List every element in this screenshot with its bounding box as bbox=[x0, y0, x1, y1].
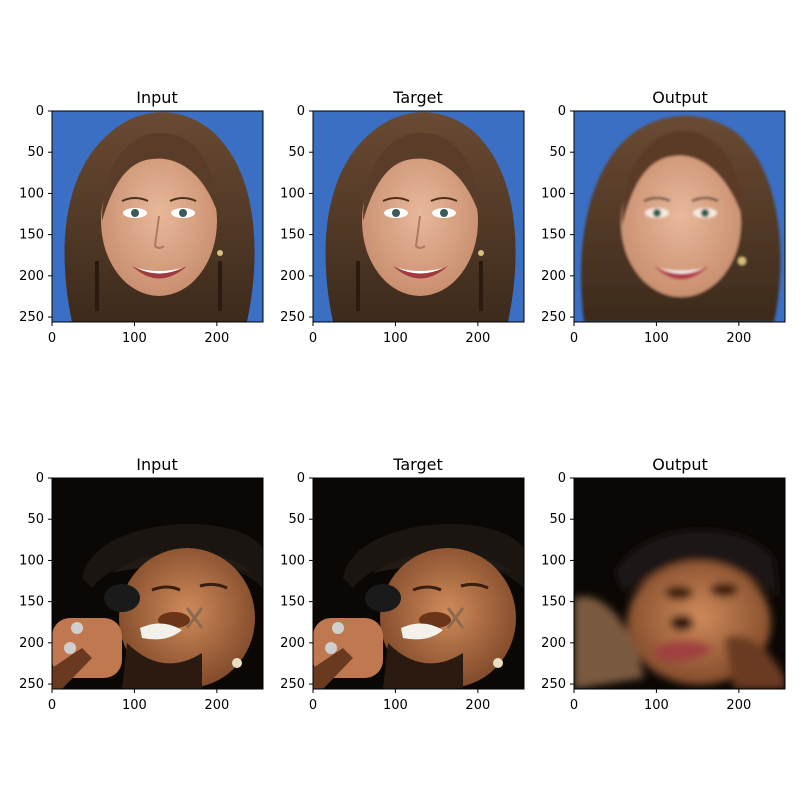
y-tick-label: 0 bbox=[558, 471, 566, 486]
x-tick-label: 200 bbox=[465, 331, 490, 346]
panel-output-2: Output bbox=[573, 455, 786, 690]
y-tick-label: 150 bbox=[541, 595, 566, 610]
x-tick-label: 100 bbox=[644, 698, 669, 713]
x-tick-label: 0 bbox=[309, 698, 317, 713]
y-tick-label: 100 bbox=[19, 553, 44, 568]
y-tick-label: 200 bbox=[280, 269, 305, 284]
panel-input-2: Input bbox=[51, 455, 264, 690]
x-tick-label: 0 bbox=[570, 698, 578, 713]
y-tick-label: 150 bbox=[280, 595, 305, 610]
x-tick-label: 200 bbox=[465, 698, 490, 713]
axes-frame bbox=[573, 477, 786, 690]
axes-frame bbox=[312, 110, 525, 323]
y-tick-label: 50 bbox=[288, 512, 305, 527]
y-tick-label: 200 bbox=[19, 636, 44, 651]
y-tick-label: 50 bbox=[549, 145, 566, 160]
face-image bbox=[52, 111, 263, 322]
y-tick-label: 0 bbox=[297, 104, 305, 119]
axes-frame bbox=[573, 110, 786, 323]
panel-title: Output bbox=[652, 88, 708, 107]
x-tick-label: 0 bbox=[309, 331, 317, 346]
y-tick-label: 0 bbox=[297, 471, 305, 486]
y-tick-label: 250 bbox=[280, 310, 305, 325]
x-tick-label: 100 bbox=[122, 698, 147, 713]
y-tick-label: 100 bbox=[541, 186, 566, 201]
x-tick-label: 0 bbox=[570, 331, 578, 346]
x-tick-label: 200 bbox=[726, 331, 751, 346]
y-tick-label: 50 bbox=[27, 512, 44, 527]
panel-title: Input bbox=[136, 88, 177, 107]
x-tick-label: 100 bbox=[383, 331, 408, 346]
face-image bbox=[574, 111, 785, 322]
face-image bbox=[574, 478, 785, 689]
x-tick-label: 200 bbox=[204, 331, 229, 346]
y-tick-label: 250 bbox=[19, 677, 44, 692]
x-tick-label: 200 bbox=[726, 698, 751, 713]
panel-target-1: Target bbox=[312, 88, 525, 323]
panel-input-1: Input bbox=[51, 88, 264, 323]
x-tick-label: 100 bbox=[383, 698, 408, 713]
x-tick-label: 0 bbox=[48, 698, 56, 713]
axes-frame bbox=[51, 110, 264, 323]
y-tick-label: 150 bbox=[19, 228, 44, 243]
y-tick-label: 100 bbox=[280, 186, 305, 201]
panel-title: Target bbox=[392, 88, 443, 107]
y-tick-label: 150 bbox=[19, 595, 44, 610]
panel-title: Input bbox=[136, 455, 177, 474]
axes-frame bbox=[312, 477, 525, 690]
y-tick-label: 0 bbox=[36, 104, 44, 119]
y-tick-label: 250 bbox=[19, 310, 44, 325]
x-tick-label: 0 bbox=[48, 331, 56, 346]
y-tick-label: 100 bbox=[19, 186, 44, 201]
panel-target-2: Target bbox=[312, 455, 525, 690]
y-tick-label: 200 bbox=[541, 269, 566, 284]
y-tick-label: 150 bbox=[280, 228, 305, 243]
x-tick-label: 200 bbox=[204, 698, 229, 713]
face-image bbox=[313, 478, 524, 689]
y-tick-label: 200 bbox=[280, 636, 305, 651]
y-tick-label: 250 bbox=[541, 310, 566, 325]
y-tick-label: 100 bbox=[541, 553, 566, 568]
y-tick-label: 50 bbox=[27, 145, 44, 160]
panel-title: Target bbox=[392, 455, 443, 474]
y-tick-label: 50 bbox=[549, 512, 566, 527]
axis-ticks: 0 100 200 0 50 100 150 200 250 0 100 200 0 50 100 150 20… bbox=[19, 104, 751, 713]
panel-title: Output bbox=[652, 455, 708, 474]
y-tick-label: 200 bbox=[541, 636, 566, 651]
y-tick-label: 200 bbox=[19, 269, 44, 284]
x-tick-label: 100 bbox=[644, 331, 669, 346]
y-tick-label: 250 bbox=[541, 677, 566, 692]
y-tick-label: 100 bbox=[280, 553, 305, 568]
y-tick-label: 150 bbox=[541, 228, 566, 243]
face-image bbox=[313, 111, 524, 322]
panel-output-1: Output bbox=[573, 88, 786, 323]
face-image bbox=[52, 478, 263, 689]
y-tick-label: 50 bbox=[288, 145, 305, 160]
y-tick-label: 0 bbox=[558, 104, 566, 119]
y-tick-label: 0 bbox=[36, 471, 44, 486]
x-tick-label: 100 bbox=[122, 331, 147, 346]
y-tick-label: 250 bbox=[280, 677, 305, 692]
axes-frame bbox=[51, 477, 264, 690]
